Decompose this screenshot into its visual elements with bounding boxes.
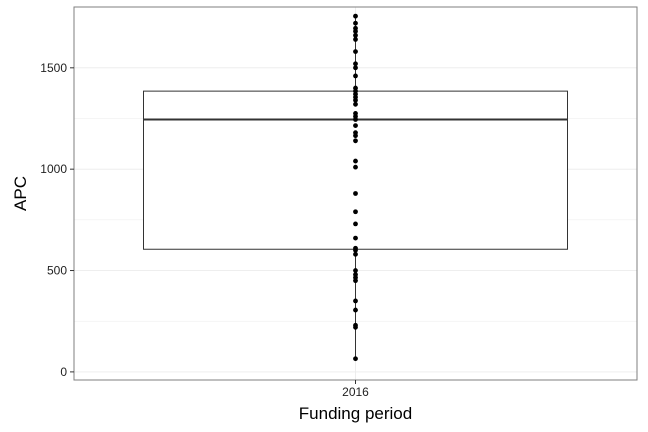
x-axis-title: Funding period (299, 404, 412, 423)
data-points (353, 13, 358, 362)
data-point (353, 158, 358, 164)
data-point (353, 61, 358, 67)
data-point (353, 307, 358, 313)
data-point (353, 123, 358, 128)
y-tick-label: 0 (60, 365, 67, 379)
data-point (353, 111, 358, 116)
data-point (353, 272, 358, 277)
data-point (353, 191, 358, 196)
y-tick-label: 500 (47, 264, 67, 278)
x-tick-label: 2016 (342, 385, 369, 399)
data-point (353, 37, 358, 42)
data-point (353, 298, 358, 304)
data-point (353, 322, 358, 328)
data-point (353, 20, 358, 26)
y-tick-label: 1500 (40, 61, 67, 75)
axis-ticks: 0 500 1000 1500 2016 (40, 61, 369, 399)
data-point (353, 251, 358, 257)
data-point (353, 235, 358, 241)
data-point (353, 138, 358, 144)
data-point (353, 13, 358, 19)
data-point (353, 101, 358, 107)
data-point (353, 130, 358, 136)
data-point (353, 49, 358, 54)
y-axis-title: APC (11, 176, 30, 211)
data-point (353, 221, 358, 227)
data-point (353, 65, 358, 71)
data-point (353, 164, 358, 170)
data-point (353, 356, 358, 362)
data-point (353, 25, 358, 31)
y-tick-label: 1000 (40, 162, 67, 176)
data-point (353, 245, 358, 251)
data-point (353, 268, 358, 273)
data-point (353, 73, 358, 79)
data-point (353, 32, 358, 38)
data-point (353, 85, 358, 91)
data-point (353, 209, 358, 215)
